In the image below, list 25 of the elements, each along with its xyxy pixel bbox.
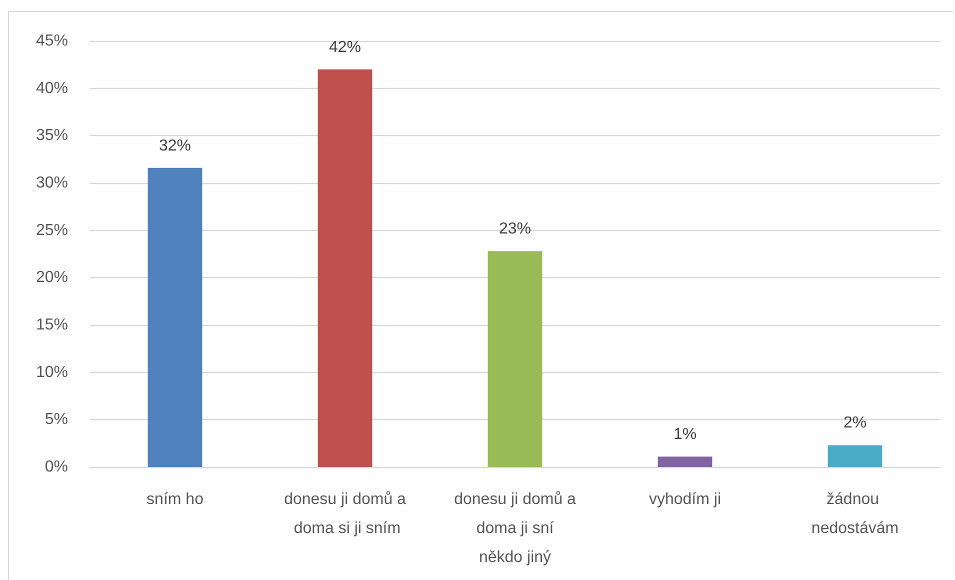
y-tick-label: 15% [36,316,68,334]
bar [488,251,542,467]
x-tick-label: vyhodím ji [648,491,722,508]
x-tick-label: donesu ji domů a doma ji sní někdo jiný [454,491,576,566]
y-tick-label: 5% [44,411,68,428]
bar [658,456,712,467]
data-label: 32% [158,137,192,154]
data-label: 42% [328,38,362,56]
y-tick-label: 35% [36,127,68,144]
x-tick-label: donesu ji domů a doma si ji sním [284,491,406,537]
y-tick-label: 0% [44,458,68,476]
bar [148,168,202,467]
bar [318,69,372,467]
y-tick-label: 40% [36,80,68,97]
y-tick-label: 10% [36,364,68,381]
data-label: 1% [673,426,697,444]
x-tick-label: sním ho [146,491,204,508]
y-tick-label: 20% [36,269,68,286]
data-label: 2% [843,414,867,432]
y-tick-label: 25% [36,222,68,239]
y-tick-label: 30% [36,174,68,192]
data-label: 23% [498,220,532,238]
y-tick-label: 45% [36,32,68,50]
x-tick-label: žádnou nedostávám [811,491,899,537]
bar [828,445,882,467]
